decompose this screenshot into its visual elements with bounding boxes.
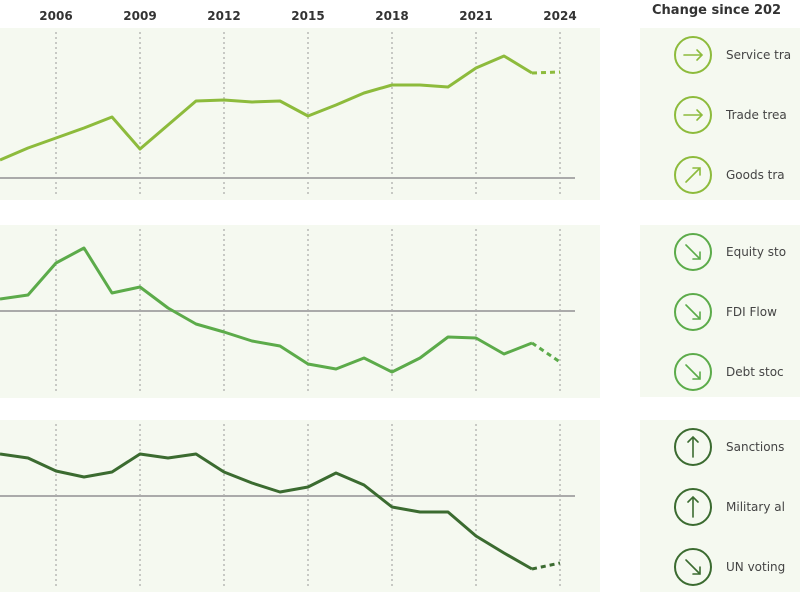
x-tick-label: 2012 — [207, 9, 240, 23]
legend-group: Service tra Trade trea Goods tra — [640, 28, 800, 200]
legend-label: Military al — [726, 500, 785, 514]
legend-label: Sanctions — [726, 440, 785, 454]
series-projection — [531, 70, 561, 75]
x-tick-label: 2021 — [459, 9, 492, 23]
legend-item: Military al — [674, 487, 785, 527]
legend-label: Debt stoc — [726, 365, 784, 379]
x-tick-label: 2015 — [291, 9, 324, 23]
series-line — [0, 246, 533, 374]
arrow-right-icon — [674, 96, 712, 134]
x-tick-label: 2009 — [123, 9, 156, 23]
legend-label: UN voting — [726, 560, 786, 574]
arrow-up-right-icon — [674, 156, 712, 194]
arrow-down-right-icon — [674, 353, 712, 391]
series-projection — [531, 341, 561, 364]
chart: 2006 2009 2012 2015 2018 2021 2024 — [0, 9, 600, 592]
series-line — [0, 54, 533, 162]
x-tick-label: 2006 — [39, 9, 72, 23]
legend-label: Trade trea — [726, 108, 787, 122]
legend-group: Equity sto FDI Flow Debt stoc — [640, 225, 800, 397]
arrow-up-icon — [674, 428, 712, 466]
legend-group: Sanctions Military al UN voting — [640, 420, 800, 592]
arrow-down-right-icon — [674, 293, 712, 331]
legend-item: Equity sto — [674, 232, 786, 272]
arrow-down-right-icon — [674, 548, 712, 586]
legend-label: Service tra — [726, 48, 792, 62]
arrow-right-icon — [674, 36, 712, 74]
legend-item: FDI Flow — [674, 292, 777, 332]
x-tick-label: 2024 — [543, 9, 576, 23]
legend-item: UN voting — [674, 547, 785, 587]
legend-item: Trade trea — [674, 95, 787, 135]
panel-background — [0, 28, 600, 200]
legend-label: FDI Flow — [726, 305, 777, 319]
side-title: Change since 202 — [652, 3, 782, 18]
arrow-down-right-icon — [674, 233, 712, 271]
series-projection — [531, 561, 561, 571]
legend-item: Debt stoc — [674, 352, 784, 392]
legend-item: Service tra — [674, 35, 791, 75]
series-line — [0, 452, 533, 571]
legend-item: Sanctions — [674, 427, 784, 467]
legend-item: Goods tra — [674, 155, 785, 195]
x-tick-label: 2018 — [375, 9, 408, 23]
legend-label: Goods tra — [726, 168, 785, 182]
panel-background — [0, 420, 600, 592]
arrow-up-icon — [674, 488, 712, 526]
legend-label: Equity sto — [726, 245, 787, 259]
